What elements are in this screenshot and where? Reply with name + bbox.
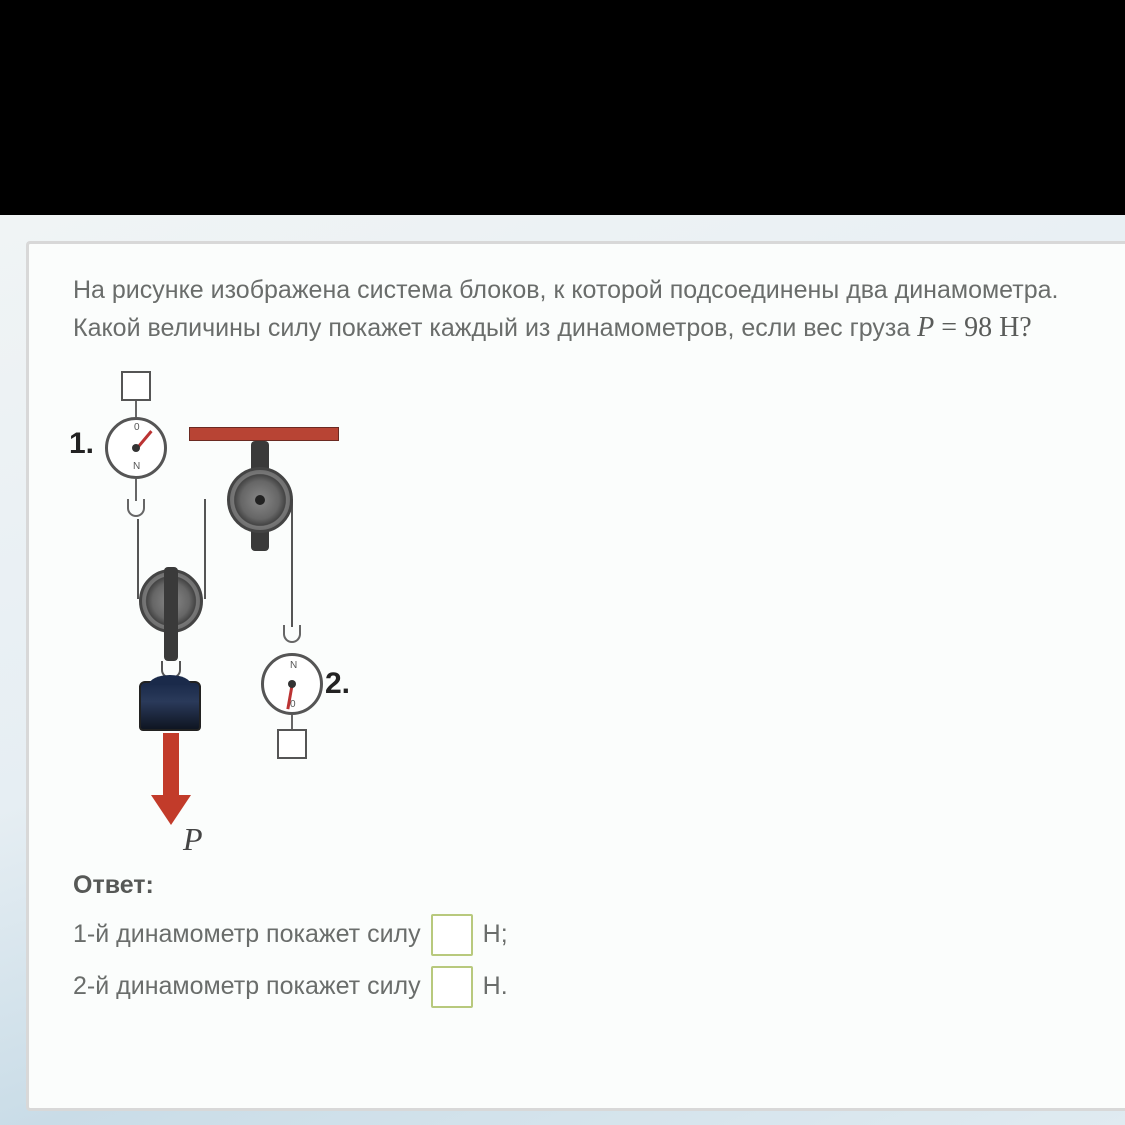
weight-variable: P	[917, 312, 934, 343]
weight-block	[139, 681, 201, 731]
pulley-diagram: 0 N 1. N 0 2.	[69, 367, 369, 867]
dyn2-axis-dot	[288, 680, 296, 688]
rope-middle	[204, 499, 206, 599]
answer-row-2: 2-й динамометр покажет силу Н.	[73, 966, 1091, 1008]
dyn1-axis-dot	[132, 444, 140, 452]
answer-2-text: 2-й динамометр покажет силу	[73, 972, 421, 1001]
problem-line1: На рисунке изображена система блоков, к …	[73, 276, 1058, 304]
hook-to-dyn2	[283, 625, 301, 643]
dynamometer-1: 0 N	[105, 417, 167, 479]
hook-under-dyn1	[127, 499, 145, 517]
fixed-pulley-axle	[255, 495, 265, 505]
force-label-P: P	[183, 821, 203, 858]
answer-row-1: 1-й динамометр покажет силу Н;	[73, 914, 1091, 956]
dyn1-unit-mark: N	[133, 461, 140, 472]
ceiling-bar	[189, 427, 339, 441]
link-dyn1-hook	[135, 479, 137, 501]
rope-left	[137, 519, 139, 599]
dyn2-unit-mark: N	[290, 660, 297, 671]
answer-1-text: 1-й динамометр покажет силу	[73, 920, 421, 949]
movable-pulley-strap	[164, 567, 178, 661]
answer-2-unit: Н.	[483, 972, 508, 1001]
dyn1-zero-mark: 0	[134, 422, 140, 433]
weight-equation: = 98 Н?	[934, 312, 1031, 343]
link-top-dyn1	[135, 401, 137, 417]
answer-1-input[interactable]	[431, 914, 473, 956]
answer-2-input[interactable]	[431, 966, 473, 1008]
dyn1-label: 1.	[69, 427, 94, 461]
rope-right	[291, 499, 293, 627]
ceiling-attachment-1	[121, 371, 151, 401]
dynamometer-2: N 0	[261, 653, 323, 715]
screen-background: На рисунке изображена система блоков, к …	[0, 215, 1125, 1125]
force-arrow-shaft	[163, 733, 179, 799]
problem-statement: На рисунке изображена система блоков, к …	[73, 272, 1091, 349]
dyn2-label: 2.	[325, 667, 350, 701]
answer-1-unit: Н;	[483, 920, 508, 949]
problem-line2-pre: Какой величины силу покажет каждый из ди…	[73, 314, 917, 342]
problem-card: На рисунке изображена система блоков, к …	[26, 241, 1125, 1111]
answer-header: Ответ:	[73, 871, 1091, 900]
bottom-attachment-2	[277, 729, 307, 759]
fixed-pulley	[227, 467, 293, 533]
answer-section: Ответ: 1-й динамометр покажет силу Н; 2-…	[73, 871, 1091, 1008]
